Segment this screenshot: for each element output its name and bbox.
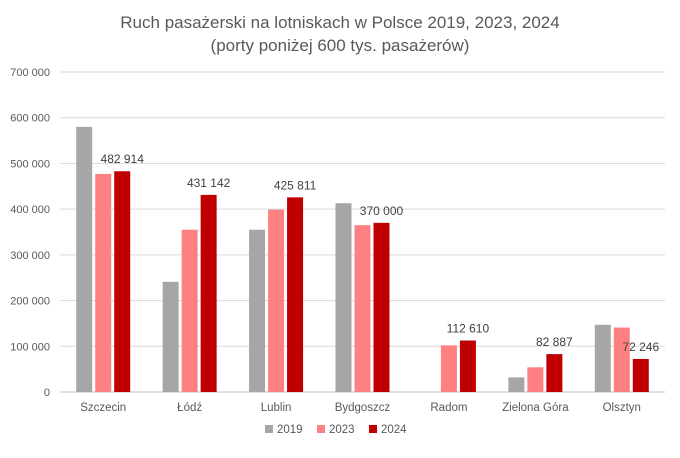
chart-title-line2: (porty poniżej 600 tys. pasażerów)	[211, 36, 470, 55]
data-label-2024: 482 914	[101, 152, 145, 166]
x-category-label: Radom	[430, 402, 467, 414]
data-label-2024: 431 142	[187, 176, 231, 190]
data-label-2024: 82 887	[536, 335, 573, 349]
bar-2023	[354, 225, 371, 392]
bar-2024	[546, 354, 563, 392]
legend-label-2023: 2023	[329, 424, 355, 436]
data-label-2024: 370 000	[360, 204, 404, 218]
bar-2024	[114, 171, 131, 392]
legend-label-2024: 2024	[381, 424, 407, 436]
bar-2019	[594, 324, 611, 392]
y-tick-label: 500 000	[10, 158, 50, 170]
data-label-2024: 112 610	[447, 322, 490, 336]
y-tick-label: 0	[44, 387, 50, 399]
bar-2023	[181, 229, 198, 392]
bar-2024	[200, 194, 217, 392]
chart-title-line1: Ruch pasażerski na lotniskach w Polsce 2…	[120, 13, 559, 32]
data-labels: 482 914 431 142 425 811 370 000 112 610 82 88…	[101, 152, 660, 354]
legend-swatch-2023	[317, 425, 325, 433]
bar-2019	[335, 203, 352, 392]
data-label-2024: 425 811	[274, 178, 317, 192]
legend: 2019 2023 2024	[265, 424, 407, 436]
bar-2024	[287, 197, 304, 392]
y-tick-label: 100 000	[10, 341, 50, 353]
x-category-label: Lublin	[261, 402, 292, 414]
y-tick-label: 200 000	[10, 296, 50, 308]
bar-2024	[459, 340, 476, 392]
x-category-label: Olsztyn	[603, 402, 641, 414]
x-category-label: Szczecin	[80, 402, 126, 414]
y-tick-label: 400 000	[10, 204, 50, 216]
x-category-label: Bydgoszcz	[335, 402, 391, 414]
bar-2019	[249, 229, 266, 392]
data-label-2024: 72 246	[622, 340, 659, 354]
bar-2023	[268, 209, 285, 392]
bar-2023	[527, 367, 544, 392]
x-category-label: Łódź	[177, 402, 202, 414]
bars	[76, 126, 649, 392]
bar-2023	[613, 327, 630, 392]
bar-2024	[632, 358, 649, 392]
bar-2019	[162, 281, 179, 392]
x-category-label: Zielona Góra	[502, 402, 569, 414]
bar-2023	[95, 173, 112, 392]
bar-2019	[508, 377, 525, 392]
legend-label-2019: 2019	[277, 424, 303, 436]
bar-2019	[76, 126, 93, 392]
y-tick-label: 600 000	[10, 113, 50, 125]
y-tick-label: 300 000	[10, 250, 50, 262]
bar-2023	[440, 345, 457, 392]
legend-swatch-2024	[369, 425, 377, 433]
legend-swatch-2019	[265, 425, 273, 433]
x-axis-categories: Szczecin Łódź Lublin Bydgoszcz Radom Zielona …	[80, 402, 641, 414]
y-tick-label: 700 000	[10, 67, 50, 79]
bar-2024	[373, 222, 390, 392]
y-axis-ticks: 0 100 000 200 000 300 000 400 000 500 000 600 …	[10, 67, 50, 399]
